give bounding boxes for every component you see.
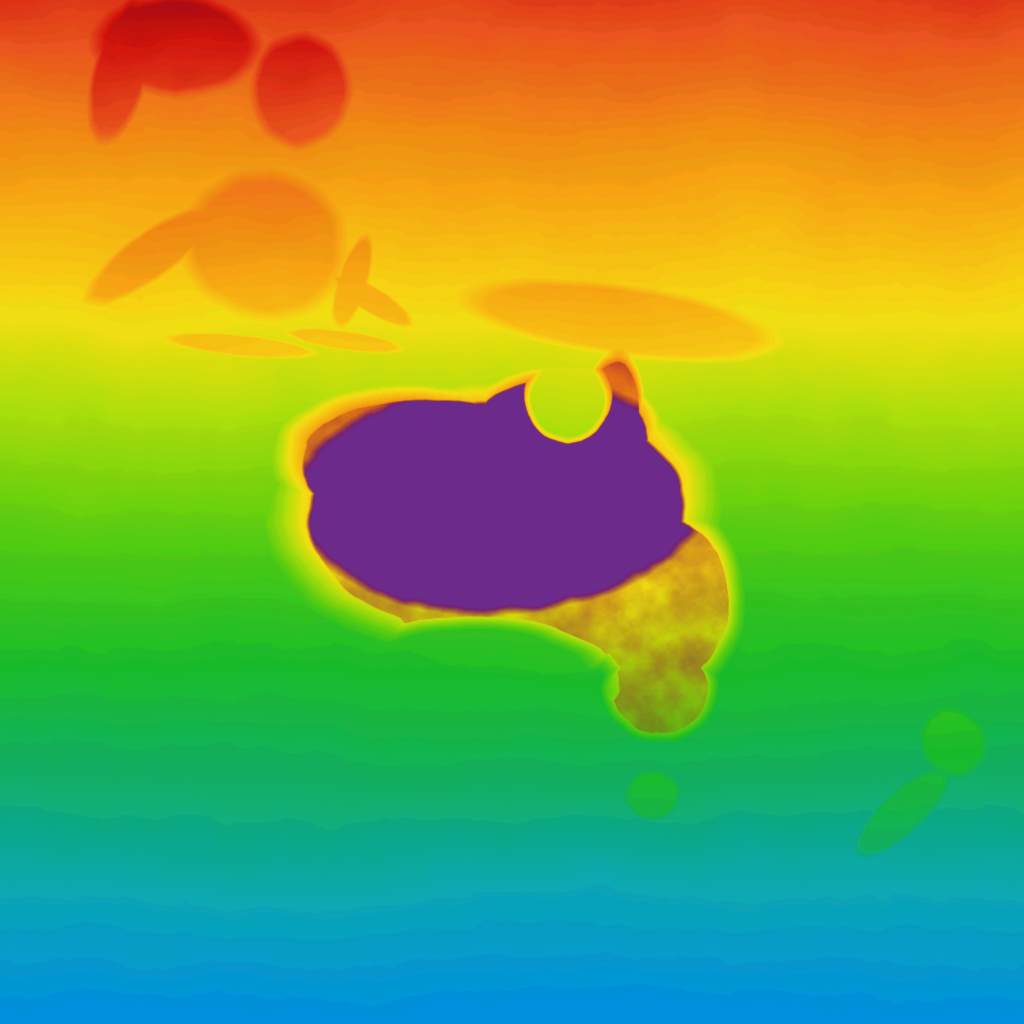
climate-map-viewport[interactable] [0,0,1024,1024]
temperature-raster-canvas[interactable] [0,0,1024,1024]
